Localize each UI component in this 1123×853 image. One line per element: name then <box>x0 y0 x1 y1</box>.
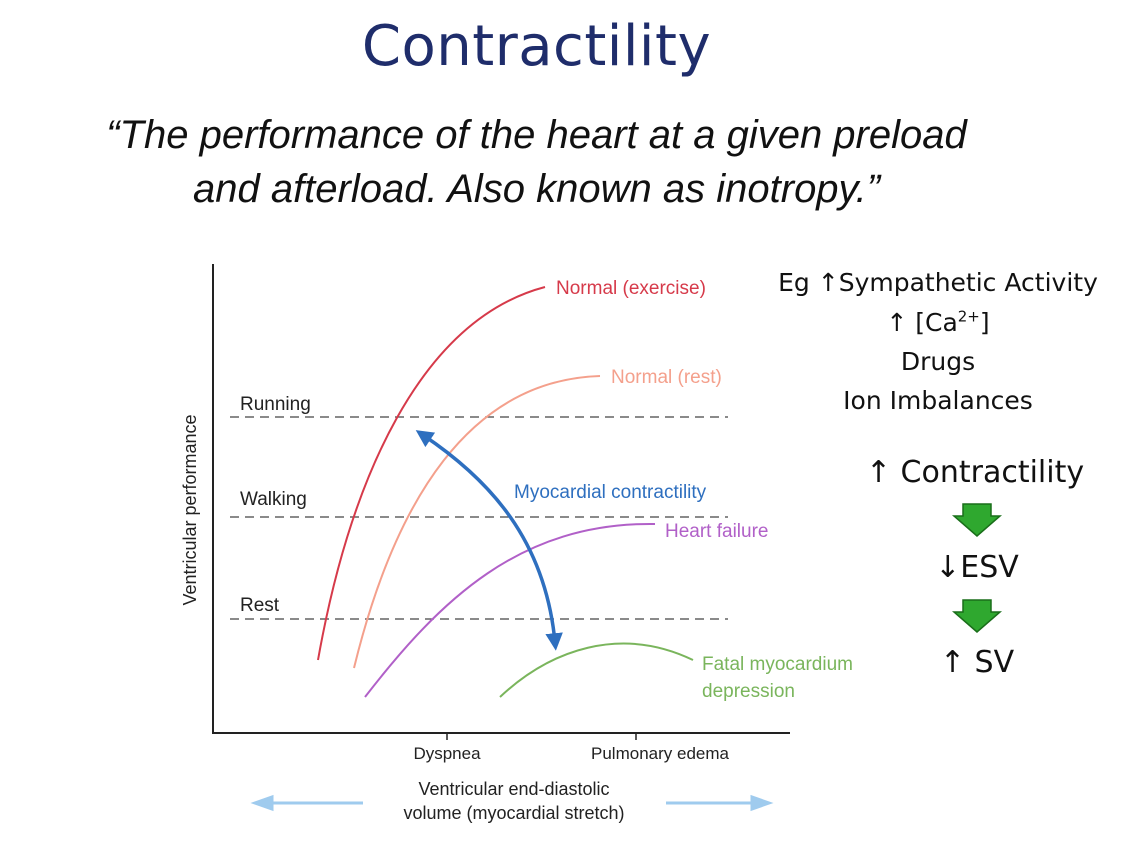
curve-label-fatal-line2: depression <box>702 681 795 702</box>
cascade-contractility: ↑ Contractility <box>820 455 1123 490</box>
x-axis-label-line2: volume (myocardial stretch) <box>403 803 624 823</box>
curve-label-fatal-line1: Fatal myocardium <box>702 654 853 675</box>
example-drugs: Drugs <box>900 347 976 376</box>
definition-quote: “The performance of the heart at a given… <box>0 108 1073 216</box>
eg-prefix: Eg <box>778 268 810 297</box>
sympathetic-text: Sympathetic Activity <box>838 268 1098 297</box>
example-sympathetic: Eg ↑Sympathetic Activity <box>760 268 1116 297</box>
up-arrow-icon: ↑ <box>939 645 965 680</box>
x-axis-label-line1: Ventricular end-diastolic <box>418 779 609 799</box>
y-axis-label: Ventricular performance <box>180 414 200 605</box>
level-label-rest: Rest <box>240 595 280 616</box>
cascade-esv: ↓ESV <box>877 550 1077 585</box>
x-tick-label-pulmonary-edema: Pulmonary edema <box>591 744 730 763</box>
calcium-text: [Ca2+] <box>915 308 990 338</box>
up-arrow-icon: ↑ <box>886 308 908 338</box>
level-label-running: Running <box>240 394 311 415</box>
cascade-sv: ↑ SV <box>877 645 1077 680</box>
curve-fatal-depression <box>499 642 694 698</box>
example-ion-imbalances: Ion Imbalances <box>843 386 1033 415</box>
slide-title: Contractility <box>361 14 712 79</box>
cascade-sv-text: SV <box>974 645 1015 680</box>
level-label-walking: Walking <box>240 489 307 510</box>
green-down-arrow-1 <box>951 503 1003 537</box>
contractility-label: Myocardial contractility <box>514 482 707 503</box>
calcium-charge: 2+ <box>957 308 980 326</box>
up-arrow-icon: ↑ <box>817 268 839 297</box>
curve-label-normal-exercise: Normal (exercise) <box>556 278 706 299</box>
curve-heart-failure <box>364 522 656 698</box>
curve-normal-exercise <box>317 286 546 661</box>
contractility-arrow <box>415 430 563 651</box>
x-tick-label-dyspnea: Dyspnea <box>413 744 481 763</box>
cascade-esv-text: ESV <box>960 550 1019 585</box>
up-arrow-icon: ↑ <box>865 455 891 490</box>
down-arrow-icon: ↓ <box>935 550 961 585</box>
quote-line-1: “The performance of the heart at a given… <box>106 113 967 157</box>
curve-label-normal-rest: Normal (rest) <box>611 367 722 388</box>
cascade-contractility-text: Contractility <box>900 455 1085 490</box>
quote-line-2: and afterload. Also known as inotropy.” <box>192 167 881 211</box>
example-calcium: ↑ [Ca2+] <box>760 308 1116 337</box>
green-down-arrow-2 <box>951 599 1003 633</box>
left-stretch-arrow <box>250 794 363 812</box>
curve-normal-rest <box>353 375 601 669</box>
curve-label-heart-failure: Heart failure <box>665 521 769 542</box>
right-stretch-arrow <box>666 794 774 812</box>
